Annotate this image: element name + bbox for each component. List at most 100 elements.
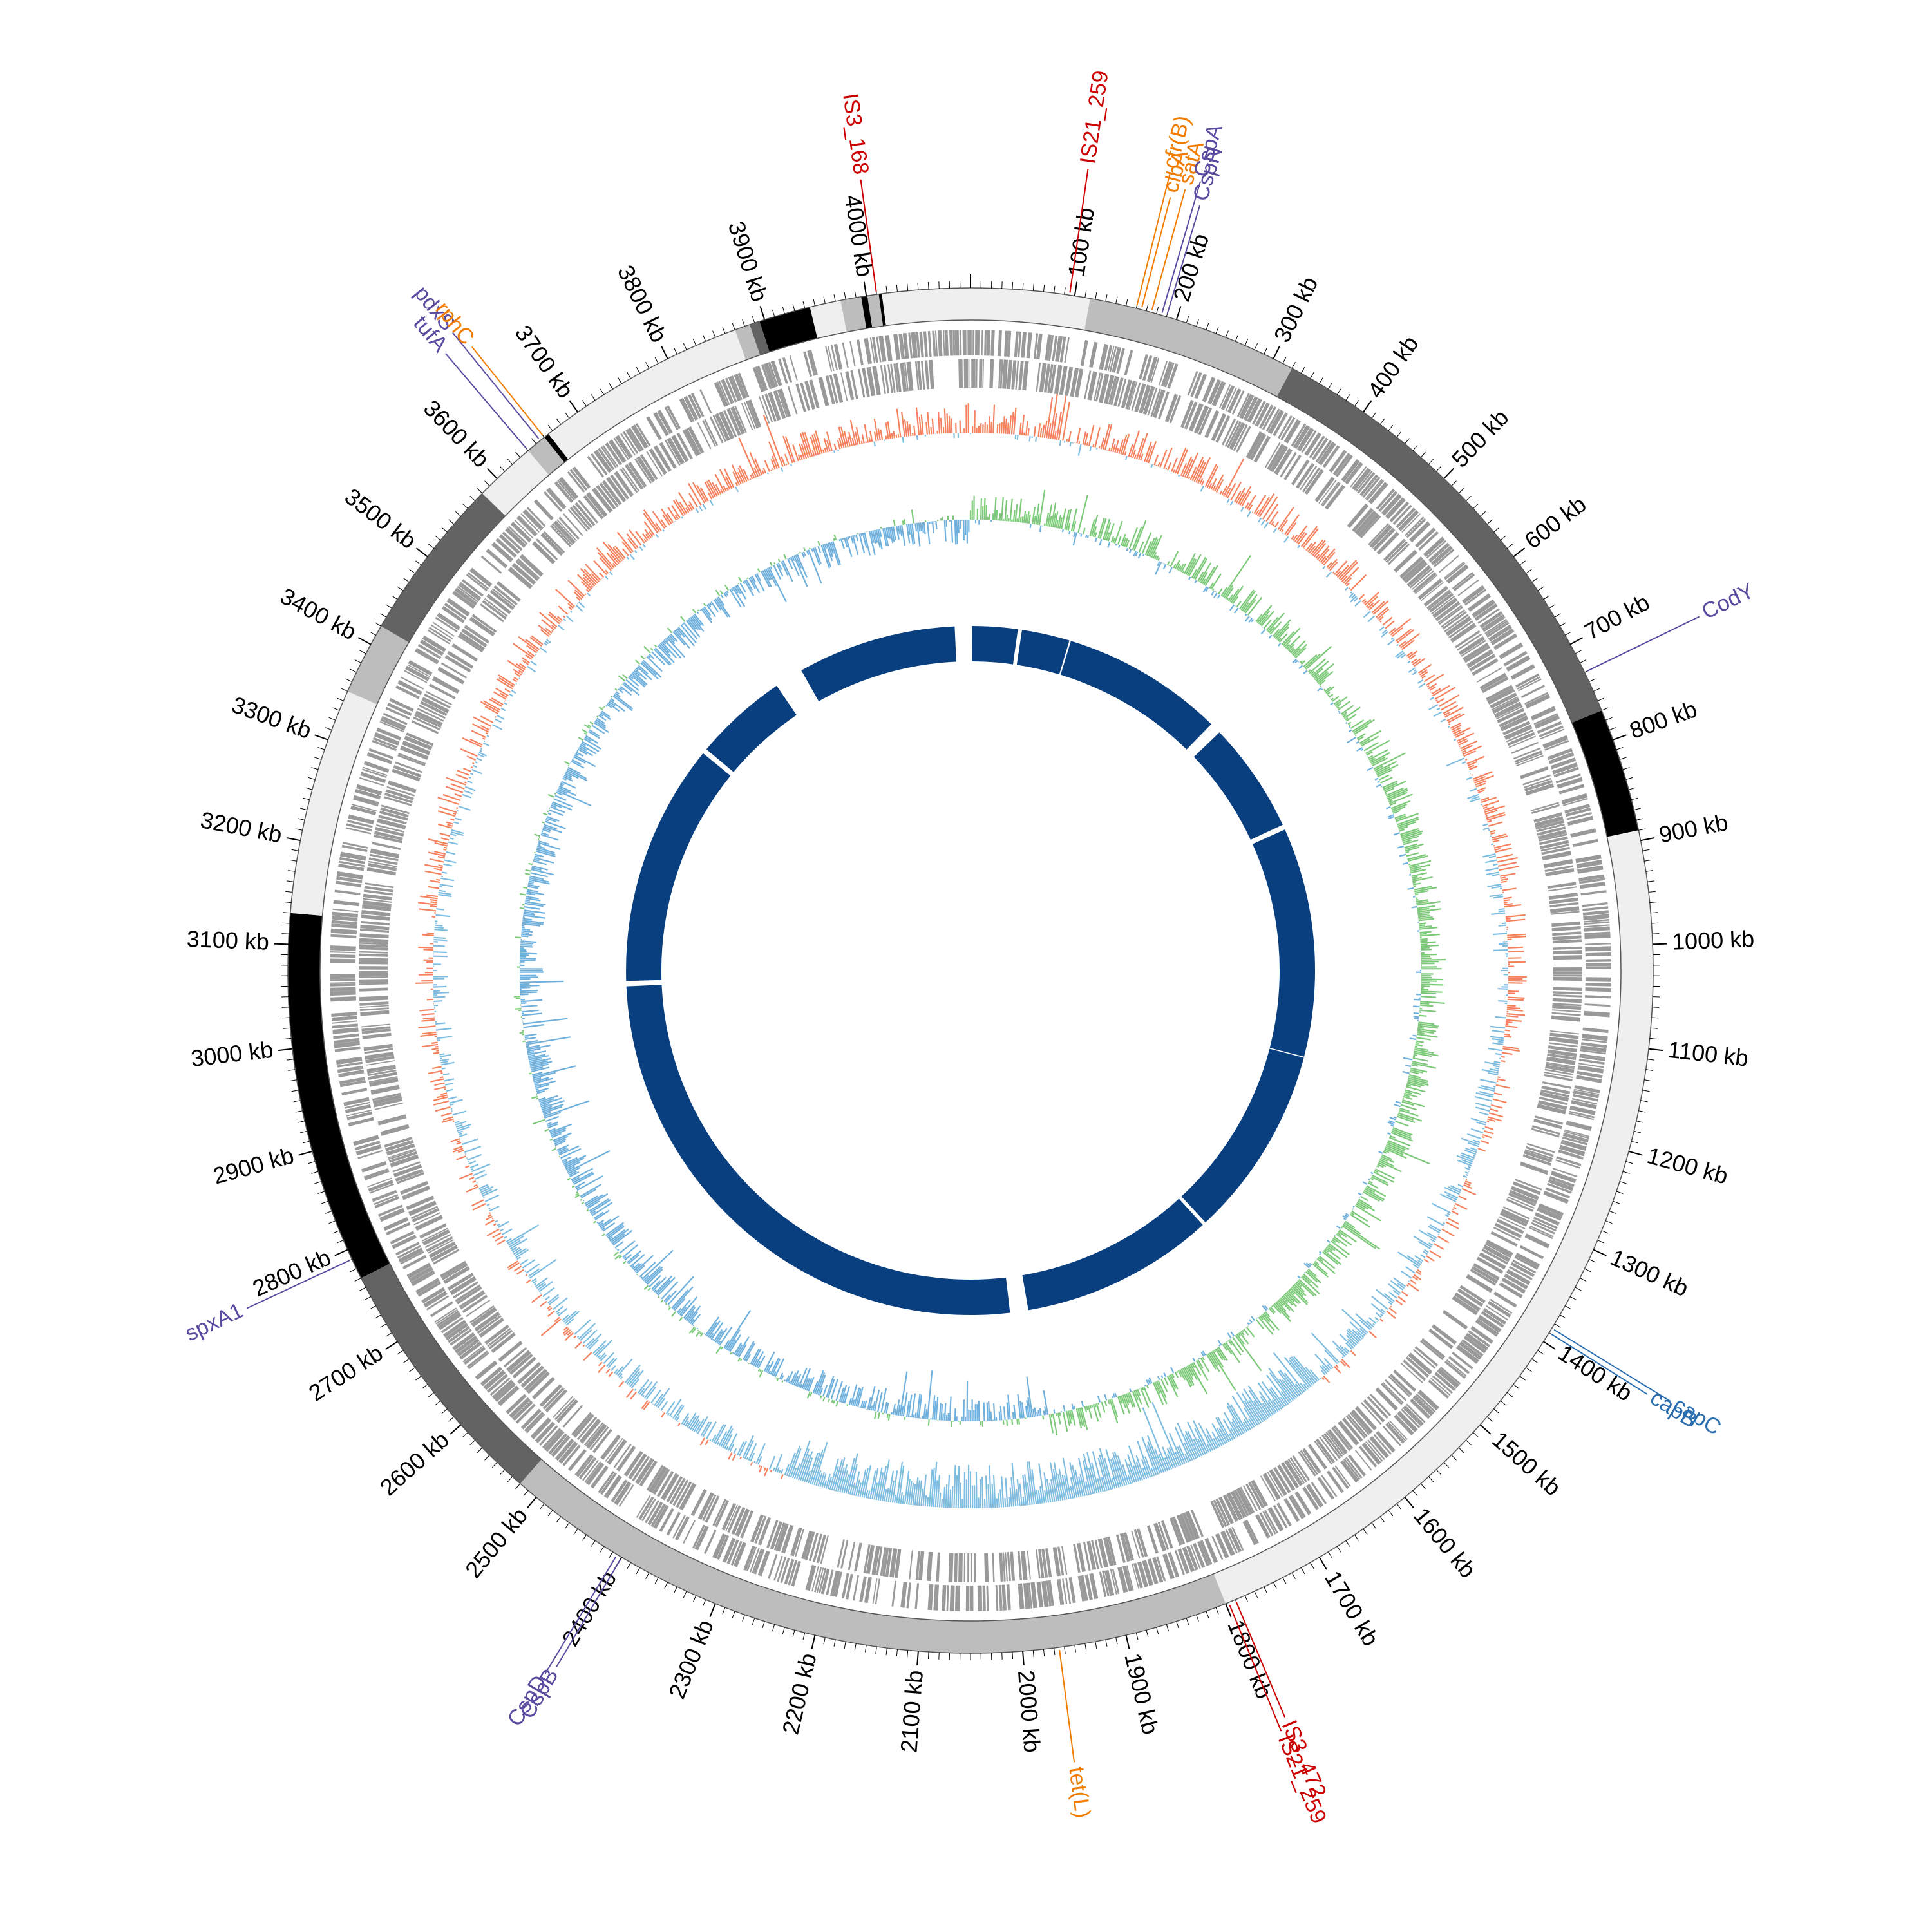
cds-feature [1097, 1538, 1108, 1568]
cds-feature [1273, 1504, 1288, 1529]
gc-skew-bar [1290, 648, 1295, 654]
gc-skew-bar [654, 647, 672, 665]
gc-skew-bar [674, 1298, 686, 1311]
gc-skew-bar [1312, 1263, 1329, 1278]
gc-content-bar [634, 550, 638, 554]
cds-feature [1381, 1383, 1403, 1405]
gc-content-bar [1401, 639, 1415, 650]
gc-skew-bar [1128, 527, 1139, 549]
gc-content-bar [1009, 415, 1012, 435]
gc-skew-bar [781, 1375, 784, 1380]
contig-block-0 [971, 288, 1090, 330]
cds-feature [1463, 1336, 1486, 1354]
gc-skew-bar [1268, 634, 1273, 639]
gc-content-bar [1368, 1317, 1377, 1325]
cds-feature [411, 720, 439, 734]
gc-skew-bar [536, 847, 555, 854]
gc-skew-bar [1021, 516, 1024, 523]
gc-content-bar [1248, 1399, 1264, 1423]
gc-content-bar [1432, 1202, 1451, 1214]
cds-feature [1026, 1582, 1031, 1609]
gc-content-bar [810, 437, 817, 456]
gc-skew-bar [1365, 739, 1390, 755]
cds-feature [1211, 1535, 1224, 1560]
cds-feature [1087, 371, 1097, 401]
gc-skew-bar [1166, 1376, 1179, 1397]
contig-block-2 [1276, 368, 1602, 723]
cds-feature [1423, 536, 1445, 557]
gc-skew-bar [1289, 647, 1294, 652]
gc-skew-bar [706, 604, 716, 618]
gc-content-bar [885, 435, 887, 440]
cds-feature [705, 1495, 720, 1523]
cds-feature [1509, 1189, 1538, 1204]
gc-content-bar [1413, 1274, 1422, 1281]
gc-content-bar [1282, 1379, 1298, 1399]
gc-content-bar [1028, 1461, 1035, 1505]
gc-content-bar [462, 767, 471, 772]
gc-skew-bar [1334, 696, 1348, 706]
gc-content-bar [770, 459, 776, 470]
gc-content-bar [1000, 422, 1003, 434]
cds-feature [419, 705, 446, 719]
cds-feature [737, 372, 750, 398]
gc-content-bar [1499, 873, 1516, 877]
gc-skew-bar [1313, 1262, 1329, 1275]
cds-feature [1355, 1406, 1377, 1430]
cds-feature [1284, 1459, 1303, 1486]
gc-content-bar [1472, 771, 1493, 780]
gc-content-bar [1248, 504, 1253, 511]
gc-content-bar [800, 444, 808, 459]
gc-content-bar [1421, 675, 1426, 679]
cds-feature [1158, 391, 1170, 420]
gc-skew-bar [587, 724, 592, 728]
cds-feature [363, 889, 393, 896]
cds-feature [482, 600, 507, 620]
gc-content-bar [768, 1455, 776, 1470]
cds-feature [563, 513, 583, 536]
gc-content-bar [555, 1305, 564, 1314]
gc-skew-bar [873, 1411, 877, 1419]
gc-content-bar [1297, 545, 1301, 549]
gc-skew-bar [567, 1150, 611, 1173]
cds-feature [1469, 654, 1496, 672]
gc-content-bar [437, 1094, 448, 1099]
gc-content-bar [1340, 1360, 1346, 1367]
gc-content-bar [1019, 422, 1022, 435]
gc-content-bar [497, 714, 505, 720]
gc-skew-bar [567, 1166, 581, 1175]
cds-feature [777, 389, 788, 418]
cds-feature [591, 453, 608, 475]
cds-feature [1481, 614, 1506, 632]
gc-content-bar [583, 576, 594, 588]
cds-feature [833, 343, 843, 370]
gc-skew-bar [1419, 1004, 1434, 1007]
gc-content-bar [702, 504, 706, 510]
gc-content-bar [957, 1466, 960, 1508]
gc-skew-bar [580, 744, 597, 755]
cds-feature [1167, 363, 1179, 389]
gc-skew-bar [763, 569, 771, 581]
cds-feature [1292, 1455, 1310, 1481]
cds-feature [933, 1584, 939, 1611]
gc-skew-bar [1414, 1047, 1429, 1051]
gc-skew-bar [522, 920, 544, 924]
cds-feature [507, 567, 533, 589]
gc-content-bar [1321, 1377, 1325, 1381]
cds-feature [820, 1568, 830, 1595]
gc-content-bar [1493, 843, 1511, 849]
gc-content-bar [604, 575, 609, 580]
gc-skew-bar [524, 906, 540, 910]
gc-content-bar [1271, 1399, 1281, 1411]
gc-content-bar [437, 856, 445, 859]
cds-feature [370, 848, 400, 858]
gc-content-bar [1456, 1155, 1473, 1163]
gc-content-bar [900, 1492, 903, 1504]
gc-skew-bar [520, 987, 531, 989]
gc-content-bar [762, 468, 766, 474]
cds-feature [1335, 455, 1353, 477]
gc-content-bar [1045, 397, 1054, 439]
gc-content-bar [1372, 600, 1389, 615]
gc-skew-bar [1017, 1394, 1021, 1419]
gc-content-bar [1069, 1462, 1078, 1498]
